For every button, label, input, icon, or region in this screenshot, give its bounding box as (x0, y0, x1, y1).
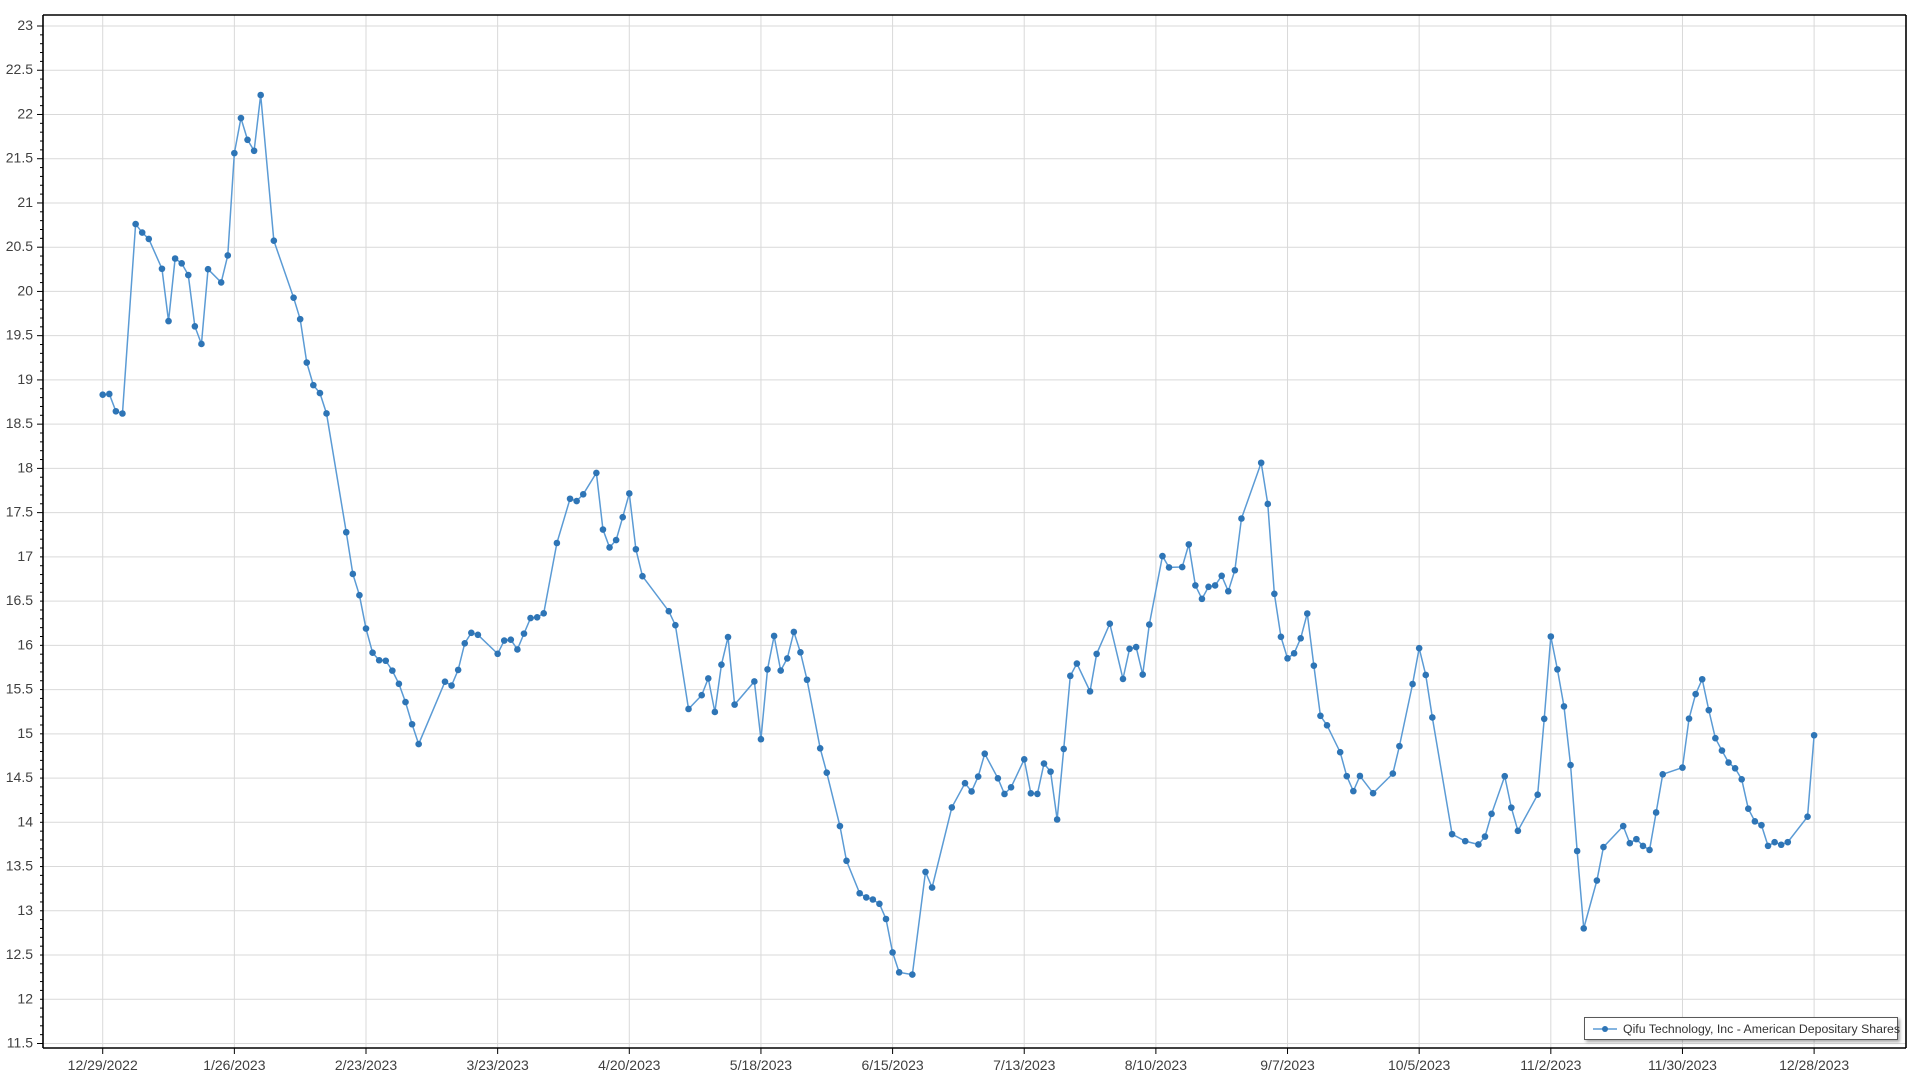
svg-text:20: 20 (17, 282, 33, 298)
svg-text:18: 18 (17, 459, 33, 475)
svg-text:18.5: 18.5 (6, 415, 33, 431)
svg-text:12/28/2023: 12/28/2023 (1779, 1057, 1849, 1073)
svg-text:22: 22 (17, 105, 33, 121)
svg-text:17.5: 17.5 (6, 504, 33, 520)
svg-text:2/23/2023: 2/23/2023 (335, 1057, 397, 1073)
svg-text:3/23/2023: 3/23/2023 (467, 1057, 529, 1073)
svg-text:16: 16 (17, 636, 33, 652)
svg-text:23: 23 (17, 17, 33, 33)
svg-text:12/29/2022: 12/29/2022 (68, 1057, 138, 1073)
svg-text:16.5: 16.5 (6, 592, 33, 608)
svg-text:11/30/2023: 11/30/2023 (1648, 1057, 1717, 1073)
svg-text:15.5: 15.5 (6, 681, 33, 697)
svg-text:19.5: 19.5 (6, 327, 33, 343)
svg-text:13: 13 (17, 902, 33, 918)
svg-text:13.5: 13.5 (6, 858, 33, 874)
svg-text:4/20/2023: 4/20/2023 (598, 1057, 660, 1073)
svg-text:10/5/2023: 10/5/2023 (1388, 1057, 1450, 1073)
svg-text:21.5: 21.5 (6, 150, 33, 166)
svg-text:11/2/2023: 11/2/2023 (1520, 1057, 1581, 1073)
svg-text:8/10/2023: 8/10/2023 (1125, 1057, 1187, 1073)
svg-text:14.5: 14.5 (6, 769, 33, 785)
svg-text:5/18/2023: 5/18/2023 (730, 1057, 792, 1073)
svg-text:9/7/2023: 9/7/2023 (1260, 1057, 1315, 1073)
svg-text:17: 17 (17, 548, 33, 564)
svg-text:14: 14 (17, 813, 33, 829)
svg-text:20.5: 20.5 (6, 238, 33, 254)
svg-text:12: 12 (17, 990, 33, 1006)
svg-text:6/15/2023: 6/15/2023 (861, 1057, 923, 1073)
svg-text:1/26/2023: 1/26/2023 (203, 1057, 265, 1073)
svg-text:11.5: 11.5 (7, 1035, 33, 1051)
svg-text:12.5: 12.5 (6, 946, 33, 962)
svg-text:21: 21 (17, 194, 33, 210)
svg-text:22.5: 22.5 (6, 61, 33, 77)
svg-text:19: 19 (17, 371, 33, 387)
svg-text:15: 15 (17, 725, 33, 741)
svg-text:7/13/2023: 7/13/2023 (993, 1057, 1055, 1073)
